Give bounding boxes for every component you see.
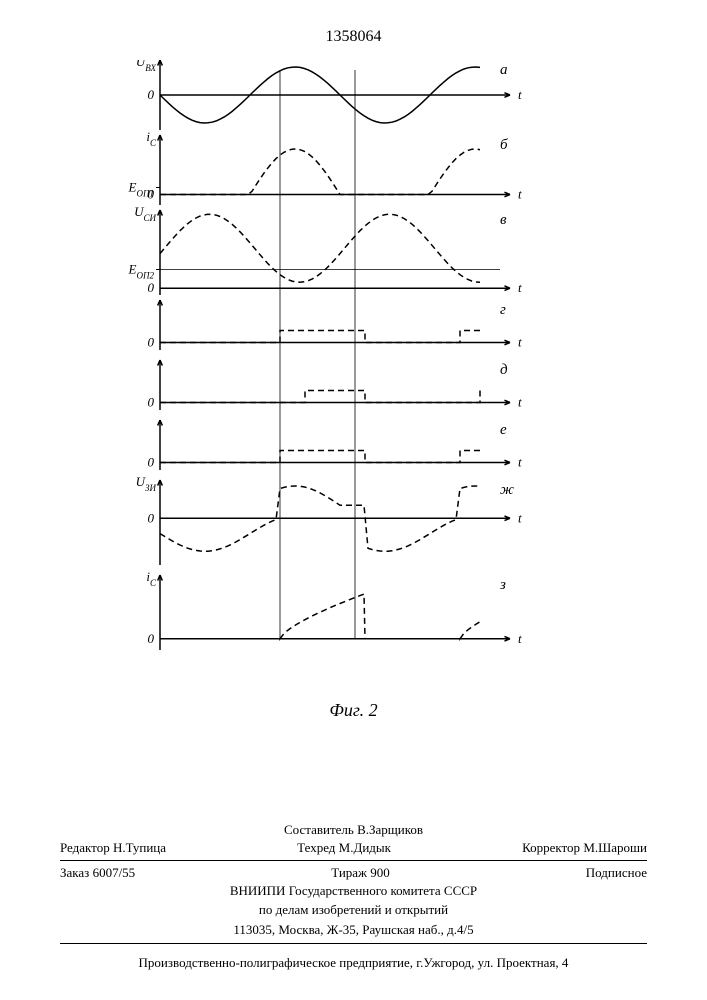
svg-text:г: г — [500, 302, 506, 318]
page: 1358064 0UВХtаEОП10iCtбEОП20UСИtв0tг0tд0… — [0, 0, 707, 1000]
svg-text:t: t — [518, 455, 522, 470]
svg-text:0: 0 — [148, 87, 155, 102]
rule-2 — [60, 943, 647, 944]
svg-text:а: а — [500, 62, 508, 78]
svg-text:EОП2: EОП2 — [128, 262, 155, 281]
svg-text:0: 0 — [148, 335, 155, 350]
composer-label: Составитель — [284, 822, 354, 837]
svg-text:t: t — [518, 335, 522, 350]
svg-text:ж: ж — [500, 482, 514, 498]
svg-text:t: t — [518, 280, 522, 295]
printer-line: Производственно-полиграфическое предприя… — [60, 955, 647, 971]
svg-text:0: 0 — [148, 510, 155, 525]
order-cell: Заказ 6007/55 — [60, 865, 135, 881]
svg-text:в: в — [500, 212, 507, 228]
rule-1 — [60, 860, 647, 861]
colophon-block: Составитель В.Зарщиков Редактор Н.Тупица… — [60, 820, 647, 948]
composer-name: В.Зарщиков — [357, 822, 423, 837]
svg-text:0: 0 — [148, 187, 155, 202]
org-line-2: по делам изобретений и открытий — [60, 900, 647, 920]
staff-line: Редактор Н.Тупица Техред М.Дидык Коррект… — [60, 840, 647, 856]
svg-text:б: б — [500, 137, 508, 153]
org-line-1: ВНИИПИ Государственного комитета СССР — [60, 881, 647, 901]
svg-text:д: д — [500, 362, 508, 378]
circulation-cell: Тираж 900 — [331, 865, 390, 881]
figure-caption: Фиг. 2 — [0, 700, 707, 721]
document-number: 1358064 — [0, 28, 707, 46]
svg-text:t: t — [518, 87, 522, 102]
address-line: 113035, Москва, Ж-35, Раушская наб., д.4… — [60, 920, 647, 940]
svg-text:UВХ: UВХ — [136, 60, 157, 73]
tech-editor-cell: Техред М.Дидык — [297, 840, 391, 856]
svg-text:0: 0 — [148, 455, 155, 470]
diagram-svg: 0UВХtаEОП10iCtбEОП20UСИtв0tг0tд0tе0UЗИtж… — [120, 60, 570, 700]
composer-line: Составитель В.Зарщиков — [60, 820, 647, 840]
svg-text:е: е — [500, 422, 507, 438]
order-line: Заказ 6007/55 Тираж 900 Подписное — [60, 865, 647, 881]
svg-text:0: 0 — [148, 395, 155, 410]
svg-text:iC: iC — [146, 569, 157, 588]
svg-text:t: t — [518, 631, 522, 646]
svg-text:t: t — [518, 187, 522, 202]
timing-diagram: 0UВХtаEОП10iCtбEОП20UСИtв0tг0tд0tе0UЗИtж… — [120, 60, 570, 700]
svg-text:з: з — [499, 577, 506, 593]
svg-text:iC: iC — [146, 129, 157, 148]
svg-text:UСИ: UСИ — [134, 204, 156, 223]
svg-text:t: t — [518, 395, 522, 410]
svg-text:0: 0 — [148, 631, 155, 646]
corrector-cell: Корректор М.Шароши — [522, 840, 647, 856]
svg-text:t: t — [518, 510, 522, 525]
svg-text:UЗИ: UЗИ — [136, 474, 157, 493]
svg-text:0: 0 — [148, 280, 155, 295]
subscription-cell: Подписное — [586, 865, 647, 881]
editor-cell: Редактор Н.Тупица — [60, 840, 166, 856]
